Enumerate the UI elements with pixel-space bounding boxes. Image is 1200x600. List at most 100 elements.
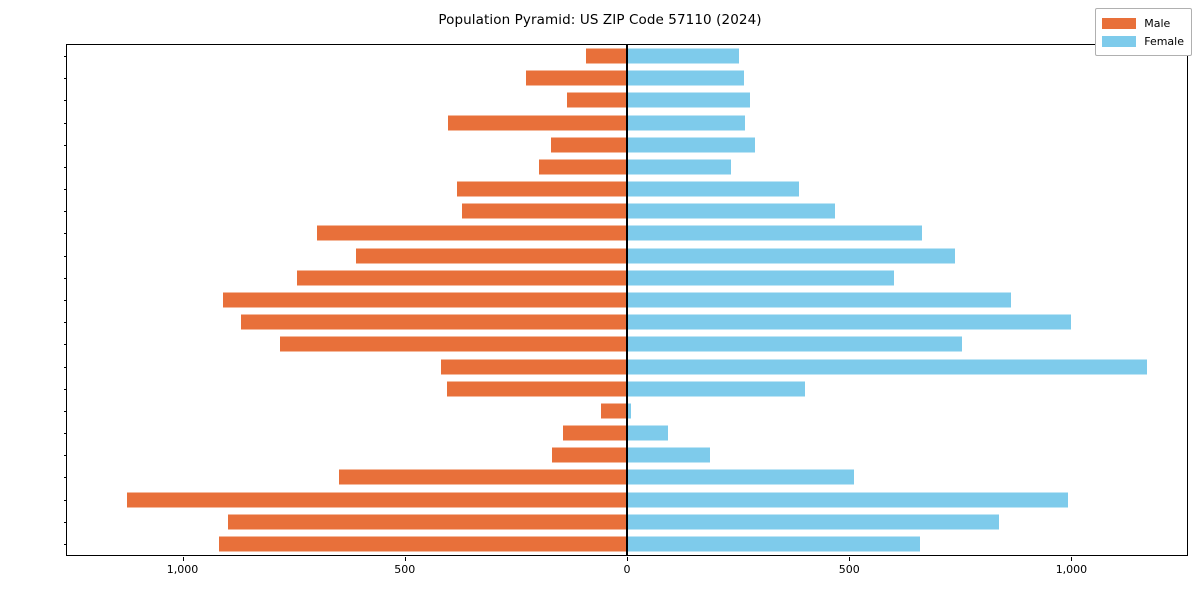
- bar-female: [627, 469, 854, 485]
- pyramid-row: [67, 378, 1187, 400]
- bar-male: [223, 292, 627, 308]
- bar-male: [563, 425, 627, 441]
- y-tick-mark: [63, 122, 67, 124]
- bar-male: [441, 359, 627, 374]
- y-tick-mark: [63, 322, 67, 324]
- y-tick-mark: [63, 277, 67, 279]
- y-tick-mark: [63, 433, 67, 435]
- pyramid-row: [67, 311, 1187, 333]
- legend-item-male: Male: [1102, 14, 1184, 32]
- y-tick-mark: [63, 300, 67, 301]
- bar-male: [297, 270, 627, 286]
- bar-male: [339, 469, 627, 485]
- bar-male: [317, 225, 627, 241]
- bar-male: [567, 92, 627, 108]
- bar-female: [627, 536, 921, 552]
- y-tick-mark: [63, 455, 67, 457]
- plot-area: [67, 45, 1187, 555]
- bar-female: [627, 70, 745, 86]
- y-tick-mark: [63, 211, 67, 213]
- bar-male: [241, 314, 627, 330]
- y-tick-mark: [63, 255, 67, 257]
- legend-label-male: Male: [1144, 16, 1171, 30]
- y-tick-mark: [63, 100, 67, 102]
- x-tick-label: 500: [838, 563, 860, 576]
- y-tick-mark: [63, 144, 67, 146]
- bar-female: [627, 425, 668, 441]
- pyramid-row: [67, 333, 1187, 355]
- pyramid-row: [67, 533, 1187, 555]
- pyramid-row: [67, 112, 1187, 134]
- bar-female: [627, 137, 755, 153]
- pyramid-row: [67, 200, 1187, 222]
- bar-male: [126, 492, 627, 508]
- bar-female: [627, 336, 962, 352]
- y-tick-mark: [63, 543, 67, 545]
- bar-female: [627, 203, 835, 219]
- bar-male: [586, 48, 627, 64]
- x-tick-mark: [1071, 557, 1073, 561]
- bar-female: [627, 403, 632, 419]
- y-tick-mark: [63, 499, 67, 501]
- x-tick-label: 1,000: [166, 563, 199, 576]
- legend-item-female: Female: [1102, 32, 1184, 50]
- y-tick-mark: [63, 166, 67, 168]
- pyramid-row: [67, 134, 1187, 156]
- bar-female: [627, 292, 1011, 308]
- plot-frame: 85+80-8475-7970-7467-6965-6662-6460-6155…: [63, 44, 1188, 576]
- bar-female: [627, 514, 1000, 530]
- legend-swatch-male: [1102, 17, 1137, 29]
- bar-female: [627, 248, 955, 264]
- pyramid-row: [67, 511, 1187, 533]
- x-tick-mark: [404, 557, 406, 561]
- pyramid-row: [67, 355, 1187, 377]
- legend: Male Female: [1095, 8, 1192, 56]
- pyramid-row: [67, 222, 1187, 244]
- bar-male: [457, 181, 627, 197]
- y-tick-mark: [63, 366, 67, 368]
- pyramid-row: [67, 466, 1187, 488]
- pyramid-row: [67, 45, 1187, 67]
- bar-female: [627, 115, 745, 131]
- pyramid-row: [67, 422, 1187, 444]
- bar-female: [627, 381, 806, 397]
- legend-swatch-female: [1102, 35, 1137, 47]
- x-tick-label: 1,000: [1055, 563, 1088, 576]
- bar-male: [461, 203, 627, 219]
- pyramid-row: [67, 400, 1187, 422]
- pyramid-row: [67, 267, 1187, 289]
- y-tick-mark: [63, 56, 67, 58]
- y-tick-mark: [63, 477, 67, 479]
- bar-female: [627, 48, 739, 64]
- x-tick-label: 0: [623, 563, 631, 576]
- x-tick-mark: [182, 557, 184, 561]
- bar-male: [356, 248, 627, 264]
- y-tick-mark: [63, 521, 67, 523]
- bar-female: [627, 270, 894, 286]
- bar-female: [627, 181, 800, 197]
- bar-female: [627, 359, 1147, 374]
- bar-female: [627, 159, 731, 175]
- bar-female: [627, 447, 710, 463]
- y-tick-mark: [63, 344, 67, 346]
- bar-male: [219, 536, 627, 552]
- bar-male: [538, 159, 627, 175]
- pyramid-row: [67, 488, 1187, 510]
- y-tick-mark: [63, 78, 67, 80]
- bar-female: [627, 314, 1071, 330]
- bar-male: [447, 381, 627, 397]
- pyramid-row: [67, 89, 1187, 111]
- x-tick-label: 500: [394, 563, 416, 576]
- pyramid-row: [67, 444, 1187, 466]
- y-tick-mark: [63, 189, 67, 191]
- bar-male: [228, 514, 627, 530]
- pyramid-row: [67, 156, 1187, 178]
- y-tick-mark: [63, 233, 67, 235]
- y-tick-mark: [63, 410, 67, 412]
- bar-male: [448, 115, 627, 131]
- bar-male: [601, 403, 627, 419]
- bar-female: [627, 92, 750, 108]
- bar-male: [280, 336, 627, 352]
- bar-male: [552, 447, 627, 463]
